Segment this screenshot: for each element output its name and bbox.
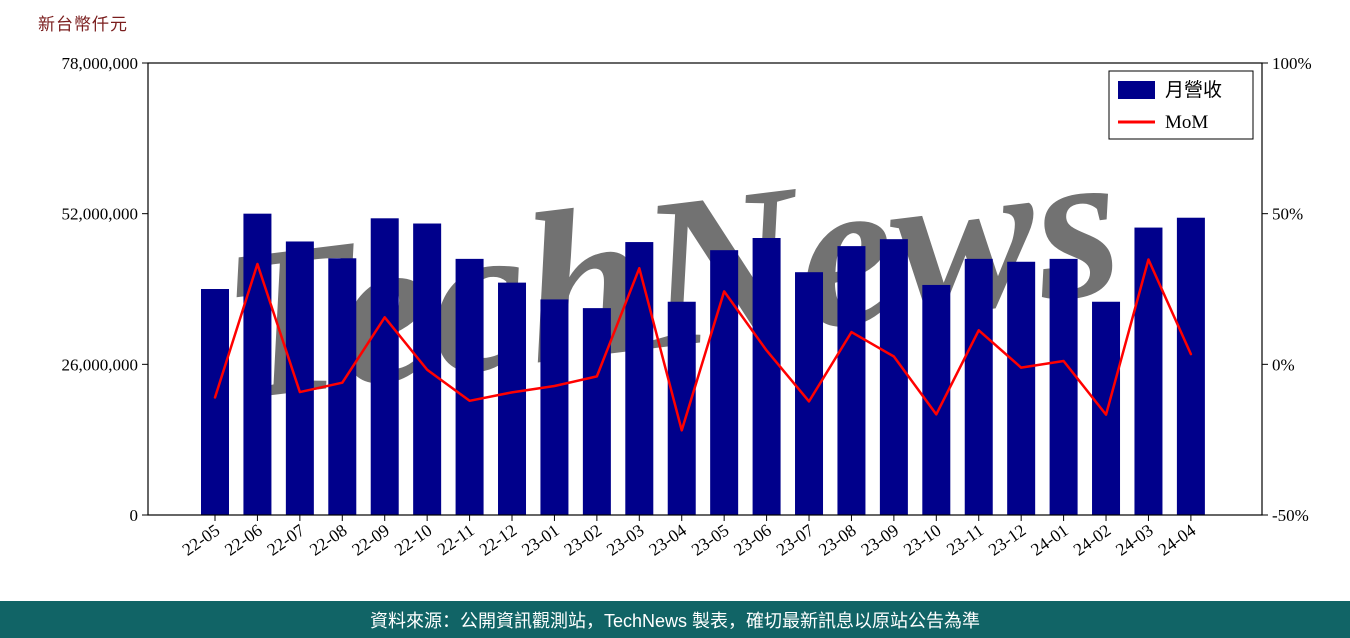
bar-23-03 <box>625 242 654 516</box>
bar-22-06 <box>243 213 272 515</box>
legend-label-revenue: 月營收 <box>1165 79 1222 101</box>
x-tick-label: 24-04 <box>1154 520 1199 560</box>
bar-23-12 <box>1007 261 1036 515</box>
x-tick-label: 23-12 <box>985 520 1030 560</box>
bar-22-05 <box>201 289 229 515</box>
left-tick-label: 52,000,000 <box>62 205 139 224</box>
source-footer: 資料來源：公開資訊觀測站，TechNews 製表，確切最新訊息以原站公告為準 <box>0 601 1350 638</box>
bar-22-08 <box>328 258 357 515</box>
bar-23-07 <box>795 272 824 515</box>
right-tick-label: 50% <box>1272 205 1303 224</box>
x-tick-label: 22-08 <box>306 520 351 560</box>
bar-23-05 <box>710 250 739 515</box>
x-tick-label: 23-02 <box>560 520 605 560</box>
x-tick-label: 22-12 <box>475 520 520 560</box>
x-tick-label: 23-05 <box>688 520 733 560</box>
x-tick-label: 23-10 <box>900 520 945 560</box>
bar-23-02 <box>582 308 611 515</box>
left-tick-label: 26,000,000 <box>62 355 139 374</box>
x-tick-label: 24-01 <box>1027 520 1072 560</box>
bar-23-09 <box>879 239 908 515</box>
bar-23-06 <box>752 238 781 515</box>
x-tick-label: 24-03 <box>1112 520 1157 560</box>
bar-24-02 <box>1092 301 1121 515</box>
bar-23-01 <box>540 299 569 515</box>
x-tick-label: 23-07 <box>772 520 817 560</box>
right-tick-label: 0% <box>1272 355 1295 374</box>
x-tick-label: 23-01 <box>518 520 563 560</box>
x-tick-label: 23-06 <box>730 520 775 560</box>
bar-23-08 <box>837 246 866 515</box>
plot-frame <box>147 62 1263 516</box>
right-tick-label: -50% <box>1272 506 1309 525</box>
left-tick-label: 78,000,000 <box>62 54 139 73</box>
bar-22-11 <box>455 258 484 515</box>
bar-23-11 <box>964 258 993 515</box>
x-tick-label: 23-09 <box>857 520 902 560</box>
bar-22-12 <box>498 282 527 515</box>
mom-line <box>213 258 1193 432</box>
bar-22-07 <box>285 241 314 515</box>
x-tick-label: 23-03 <box>603 520 648 560</box>
x-tick-label: 23-08 <box>815 520 860 560</box>
x-tick-label: 23-11 <box>943 520 987 559</box>
bar-24-03 <box>1134 227 1163 516</box>
left-tick-label: 0 <box>130 506 139 525</box>
x-tick-label: 24-02 <box>1069 520 1114 560</box>
right-tick-label: 100% <box>1272 54 1312 73</box>
bar-23-04 <box>667 301 696 515</box>
bar-24-01 <box>1049 258 1078 515</box>
bar-24-04 <box>1176 217 1205 515</box>
x-tick-label: 23-04 <box>645 520 690 560</box>
legend-bar-swatch <box>1118 81 1155 99</box>
x-tick-label: 22-06 <box>221 520 266 560</box>
x-tick-label: 22-11 <box>433 520 477 559</box>
x-tick-label: 22-10 <box>391 520 436 560</box>
axis-unit-label: 新台幣仟元 <box>38 15 128 34</box>
x-tick-label: 22-05 <box>178 520 223 560</box>
x-tick-label: 22-07 <box>263 520 308 560</box>
x-tick-label: 22-09 <box>348 520 393 560</box>
legend-label-mom: MoM <box>1165 112 1208 133</box>
revenue-chart: TechNews026,000,00052,000,00078,000,000-… <box>62 54 1312 560</box>
bar-22-09 <box>370 218 399 516</box>
